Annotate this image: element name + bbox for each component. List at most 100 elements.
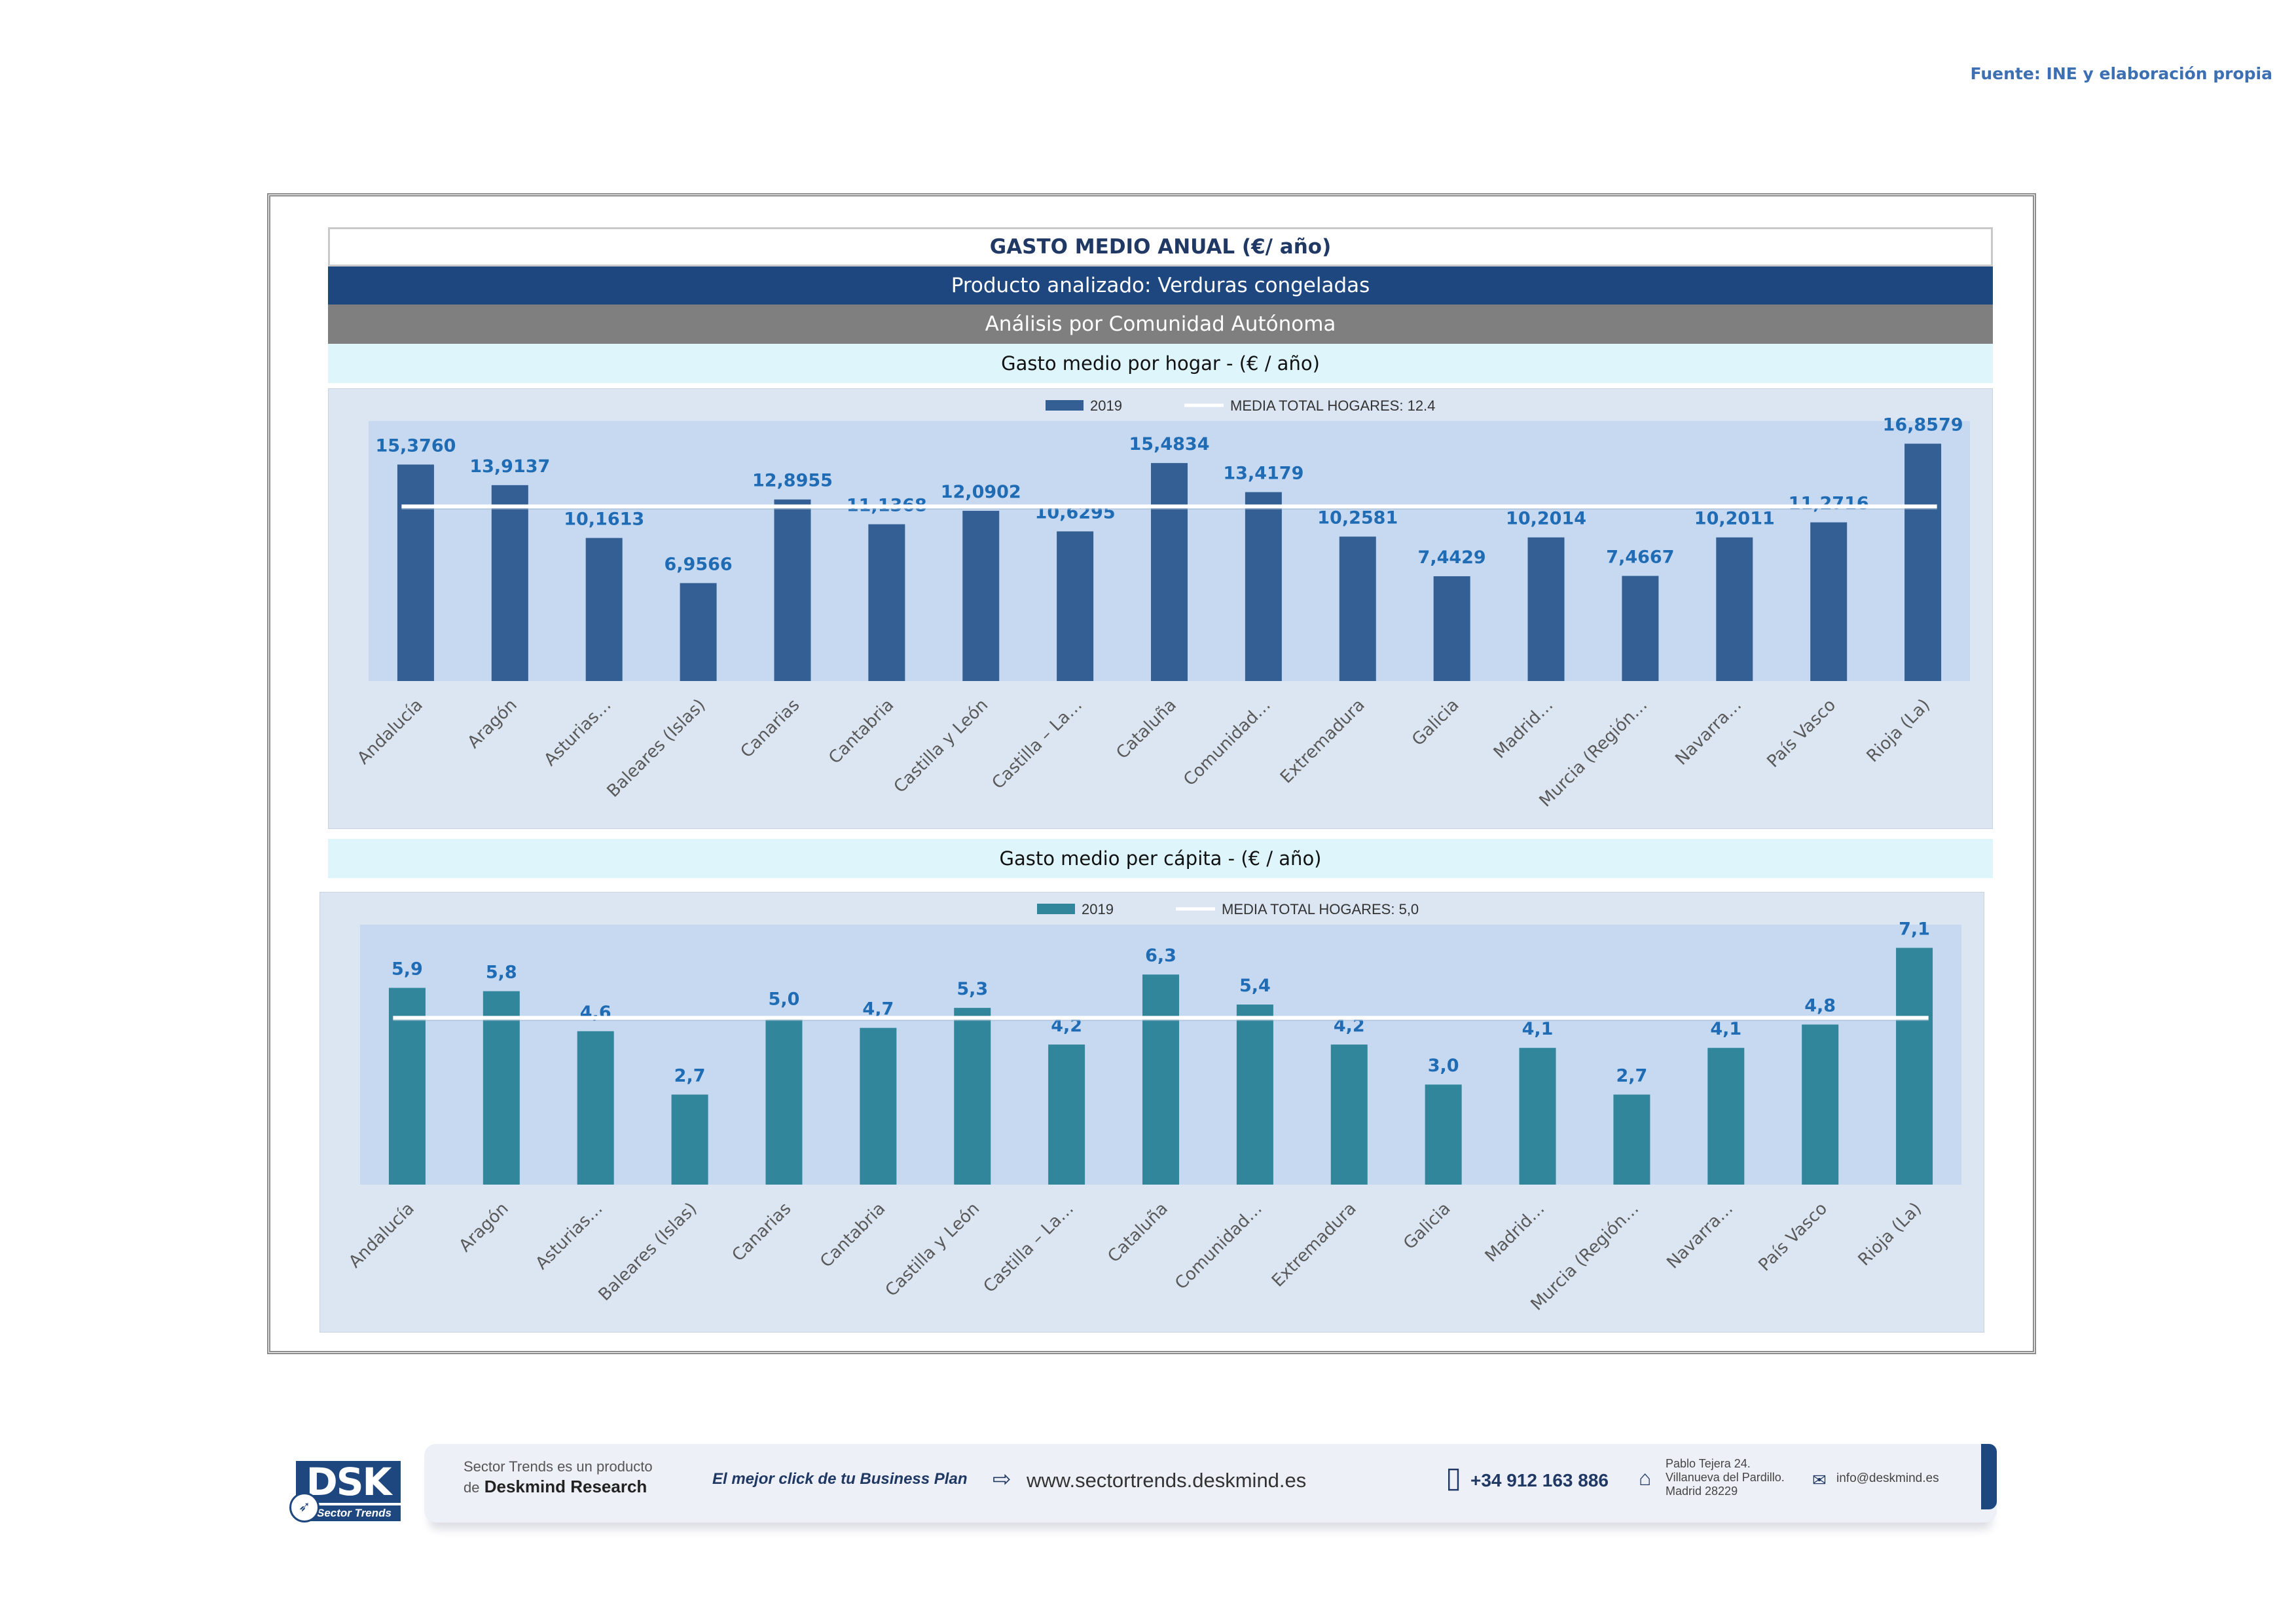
bar-7: [1057, 531, 1094, 681]
mail-icon: ✉: [1812, 1470, 1827, 1490]
bar-14: [1716, 537, 1753, 681]
data-label-4: 12,8955: [752, 471, 833, 491]
bar-0: [397, 464, 434, 681]
data-label-3: 6,9566: [664, 554, 732, 574]
legend-series-label: 2019: [1090, 397, 1122, 414]
email-link[interactable]: info@deskmind.es: [1836, 1471, 1939, 1485]
bar-15: [1810, 522, 1848, 681]
bar-3: [680, 583, 717, 681]
rocket-icon: ➶: [289, 1492, 319, 1522]
home-icon: ⌂: [1639, 1466, 1652, 1490]
bar-12: [1519, 1048, 1556, 1185]
footer: DSK Sector Trends ➶ Sector Trends es un …: [262, 1437, 2030, 1562]
slogan: El mejor click de tu Business Plan: [712, 1470, 968, 1488]
data-label-10: 10,2581: [1317, 507, 1398, 528]
product-brand: Deskmind Research: [484, 1477, 647, 1496]
chart-title-capita: Gasto medio per cápita - (€ / año): [328, 839, 1993, 878]
data-label-12: 10,2014: [1506, 509, 1586, 529]
bar-8: [1151, 463, 1188, 681]
legend-series-swatch: [1046, 400, 1084, 411]
data-label-0: 15,3760: [375, 435, 456, 456]
product-line2: de Deskmind Research: [464, 1477, 647, 1497]
address-line1: Pablo Tejera 24.: [1666, 1457, 1751, 1470]
bar-6: [954, 1008, 991, 1185]
data-label-1: 5,8: [486, 963, 517, 983]
address-line3: Madrid 28229: [1666, 1485, 1738, 1498]
bar-10: [1330, 1044, 1368, 1185]
phone-number[interactable]: +34 912 163 886: [1470, 1470, 1609, 1490]
legend-series-swatch: [1037, 904, 1075, 914]
legend-mean-label: MEDIA TOTAL HOGARES: 12.4: [1230, 397, 1435, 414]
bar-16: [1896, 948, 1933, 1185]
bar-5: [868, 524, 905, 681]
bar-12: [1527, 537, 1565, 681]
data-label-8: 15,4834: [1129, 434, 1210, 454]
bar-16: [1904, 443, 1942, 681]
data-label-6: 5,3: [957, 979, 988, 999]
product-band: Producto analizado: Verduras congeladas: [328, 267, 1993, 304]
chart-title-hogar: Gasto medio por hogar - (€ / año): [328, 344, 1993, 383]
bar-13: [1622, 576, 1659, 681]
data-label-16: 7,1: [1899, 919, 1930, 939]
chart-hogar-svg: 2019 MEDIA TOTAL HOGARES: 12.415,3760Anda…: [328, 388, 1993, 829]
website-link[interactable]: www.sectortrends.deskmind.es: [1027, 1469, 1307, 1492]
report-frame: GASTO MEDIO ANUAL (€/ año) Producto anal…: [267, 193, 2036, 1354]
data-label-9: 5,4: [1239, 976, 1271, 996]
bar-9: [1236, 1005, 1273, 1185]
data-label-13: 2,7: [1616, 1066, 1647, 1086]
bar-14: [1707, 1048, 1745, 1185]
data-label-16: 16,8579: [1883, 415, 1963, 435]
bar-9: [1245, 492, 1282, 681]
data-label-11: 7,4429: [1418, 547, 1486, 568]
data-label-11: 3,0: [1428, 1056, 1459, 1076]
bar-2: [585, 538, 623, 681]
logo-subtitle: Sector Trends: [308, 1505, 401, 1521]
data-label-2: 10,1613: [564, 509, 644, 530]
dsk-logo: DSK Sector Trends ➶: [289, 1461, 401, 1523]
bar-1: [491, 485, 528, 681]
bar-11: [1425, 1084, 1462, 1185]
legend-series-label: 2019: [1082, 901, 1114, 917]
data-label-13: 7,4667: [1606, 547, 1674, 567]
address: Pablo Tejera 24. Villanueva del Pardillo…: [1666, 1457, 1785, 1498]
data-label-15: 4,8: [1804, 996, 1836, 1016]
bar-2: [577, 1031, 614, 1185]
product-line1: Sector Trends es un producto: [464, 1458, 653, 1475]
address-line2: Villanueva del Pardillo.: [1666, 1471, 1785, 1484]
product-line2-prefix: de: [464, 1479, 480, 1496]
data-label-6: 12,0902: [941, 482, 1021, 502]
data-label-1: 13,9137: [469, 456, 550, 477]
data-label-12: 4,1: [1522, 1019, 1554, 1039]
data-label-0: 5,9: [392, 959, 423, 980]
bar-4: [765, 1018, 803, 1185]
bar-3: [671, 1094, 708, 1185]
data-label-14: 10,2011: [1694, 509, 1775, 529]
arrow-right-icon: ⇨: [993, 1467, 1011, 1492]
bar-5: [860, 1027, 897, 1185]
bar-13: [1613, 1094, 1650, 1185]
bar-7: [1048, 1044, 1085, 1185]
chart-capita-svg: 2019 MEDIA TOTAL HOGARES: 5,05,9Andalucía…: [319, 892, 1984, 1333]
chart-capita: 2019 MEDIA TOTAL HOGARES: 5,0 5,9 Andalucía…: [319, 892, 1984, 1333]
bar-10: [1339, 536, 1376, 681]
data-label-14: 4,1: [1710, 1019, 1741, 1039]
data-label-9: 13,4179: [1223, 464, 1303, 484]
data-label-15: 11,2716: [1789, 494, 1869, 514]
phone-icon: ▯: [1446, 1462, 1462, 1494]
chart-hogar: 2019 MEDIA TOTAL HOGARES: 12.4 15,3760 Anda…: [328, 388, 1993, 829]
footer-banner: Sector Trends es un producto de Deskmind…: [424, 1444, 1997, 1522]
data-label-3: 2,7: [674, 1066, 706, 1086]
bar-6: [962, 511, 1000, 681]
bar-1: [483, 991, 520, 1185]
bar-8: [1142, 974, 1179, 1185]
data-label-8: 6,3: [1145, 946, 1176, 966]
banner-edge: [1981, 1444, 1997, 1509]
bar-4: [774, 499, 811, 681]
legend-mean-label: MEDIA TOTAL HOGARES: 5,0: [1222, 901, 1419, 917]
report-title: GASTO MEDIO ANUAL (€/ año): [328, 227, 1993, 267]
bar-15: [1802, 1024, 1839, 1185]
analysis-band: Análisis por Comunidad Autónoma: [328, 304, 1993, 344]
bar-11: [1433, 576, 1470, 681]
data-label-4: 5,0: [769, 989, 800, 1009]
source-note: Fuente: INE y elaboración propia: [1970, 64, 2272, 83]
